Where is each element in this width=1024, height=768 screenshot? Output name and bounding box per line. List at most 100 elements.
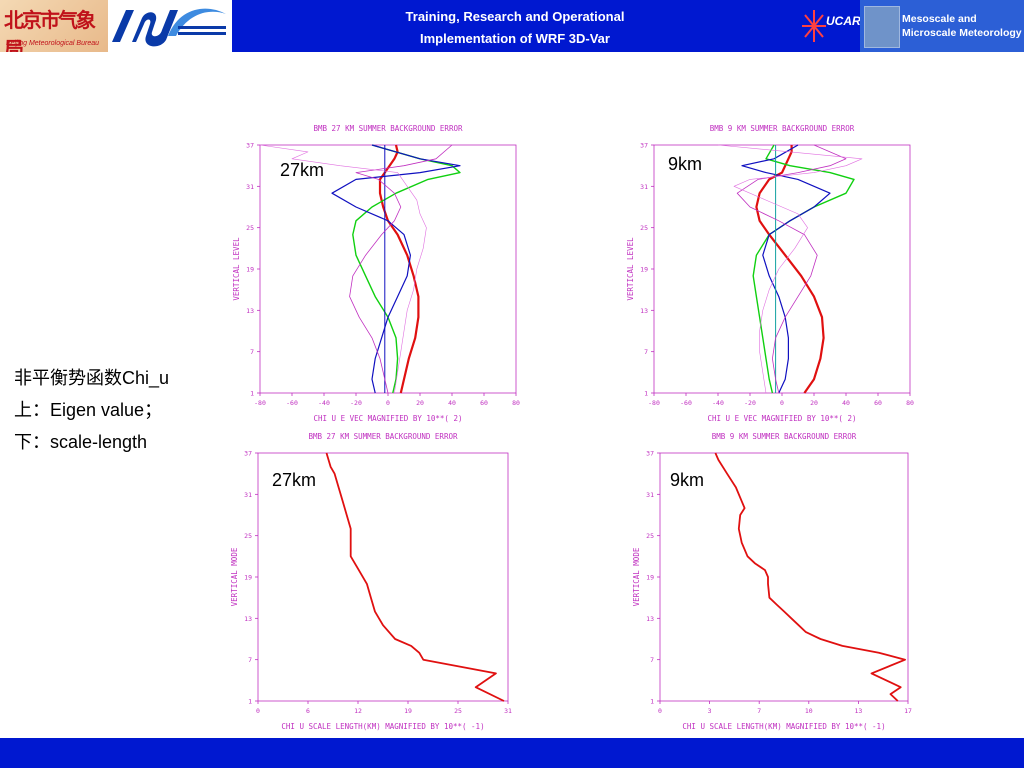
chart-eigenvector-27km: BMB 27 KM SUMMER BACKGROUND ERROR -80 -60 -… <box>232 124 520 423</box>
x-tick-label: -40 <box>712 399 724 407</box>
y-tick-label: 13 <box>244 615 252 623</box>
series-line-5 <box>736 144 847 394</box>
mmm-logo-line-1: Mesoscale and <box>902 13 977 25</box>
x-tick-label: -80 <box>254 399 266 407</box>
mmm-logo-text: Mesoscale and Microscale Meteorology <box>902 12 1022 40</box>
chart-title: BMB 9 KM SUMMER BACKGROUND ERROR <box>712 432 857 441</box>
caption-line-2: 上：Eigen value； <box>14 400 163 420</box>
iu-logo-graphic <box>112 8 226 47</box>
x-axis-label: CHI U SCALE LENGTH(KM) MAGNIFIED BY 10**… <box>682 722 885 731</box>
x-tick-label: 40 <box>448 399 456 407</box>
x-tick-label: 6 <box>306 707 310 715</box>
y-tick-label: 25 <box>646 532 654 540</box>
y-tick-label: 7 <box>250 348 254 356</box>
y-tick-label: 1 <box>644 390 648 398</box>
title-line-1: Training, Research and Operational <box>405 9 625 24</box>
series-line-6 <box>259 144 427 394</box>
y-tick-label: 19 <box>246 266 254 274</box>
y-tick-label: 37 <box>646 450 654 458</box>
series-line-1 <box>714 452 906 702</box>
series-line-5 <box>349 144 453 394</box>
y-tick-label: 31 <box>646 491 654 499</box>
mmm-logo: Mesoscale and Microscale Meteorology <box>860 0 1024 52</box>
side-caption: 非平衡势函数Chi_u 上：Eigen value； 下：scale-lengt… <box>14 362 169 458</box>
resolution-label: 27km <box>280 160 324 180</box>
caption-line-1: 非平衡势函数Chi_u <box>14 368 170 388</box>
y-axis-label: VERTICAL LEVEL <box>232 237 241 301</box>
x-tick-label: 10 <box>805 707 813 715</box>
chart-scale-length-27km: BMB 27 KM SUMMER BACKGROUND ERROR 0 6 12 19 2… <box>230 432 512 731</box>
x-tick-label: 0 <box>780 399 784 407</box>
x-tick-label: 80 <box>512 399 520 407</box>
x-tick-label: -20 <box>744 399 756 407</box>
plot-frame <box>659 452 909 702</box>
y-axis-label: VERTICAL LEVEL <box>626 237 635 301</box>
caption-line-3: 下：scale-length <box>14 432 148 452</box>
x-tick-label: -40 <box>318 399 330 407</box>
resolution-label: 9km <box>670 470 704 490</box>
y-tick-label: 37 <box>640 142 648 150</box>
y-tick-label: 1 <box>650 698 654 706</box>
iu-logo <box>108 0 232 52</box>
x-tick-label: 60 <box>874 399 882 407</box>
y-tick-label: 7 <box>650 656 654 664</box>
resolution-label: 27km <box>272 470 316 490</box>
slide-header: 北京市气象局 Beijing Meteorological Bureau Tra… <box>0 0 1024 52</box>
x-tick-label: -60 <box>680 399 692 407</box>
x-tick-label: 60 <box>480 399 488 407</box>
x-tick-label: -60 <box>286 399 298 407</box>
bottom-bar <box>0 738 1024 768</box>
y-tick-label: 25 <box>246 224 254 232</box>
series-line-1 <box>378 144 420 394</box>
y-tick-label: 37 <box>246 142 254 150</box>
ucar-logo: UCAR <box>798 0 861 52</box>
x-tick-label: 0 <box>256 707 260 715</box>
bmb-logo-cn: 北京市气象局 <box>4 8 96 52</box>
series-line-1 <box>325 452 505 702</box>
y-tick-label: 37 <box>244 450 252 458</box>
series-line-6 <box>717 144 863 394</box>
y-tick-label: 31 <box>246 183 254 191</box>
y-tick-label: 13 <box>246 307 254 315</box>
x-tick-label: 80 <box>906 399 914 407</box>
x-tick-label: -20 <box>350 399 362 407</box>
y-axis-label: VERTICAL MODE <box>230 547 239 606</box>
chart-title: BMB 27 KM SUMMER BACKGROUND ERROR <box>308 432 457 441</box>
series-line-2 <box>352 144 461 394</box>
ucar-logo-text: UCAR <box>826 14 861 28</box>
title-line-2: Implementation of WRF 3D-Var <box>420 31 610 46</box>
y-tick-label: 31 <box>244 491 252 499</box>
chart-eigenvector-9km: BMB 9 KM SUMMER BACKGROUND ERROR -80 -60 -4… <box>626 124 914 423</box>
y-tick-label: 7 <box>248 656 252 664</box>
chart-title: BMB 9 KM SUMMER BACKGROUND ERROR <box>710 124 855 133</box>
x-tick-label: 3 <box>708 707 712 715</box>
x-tick-label: 20 <box>416 399 424 407</box>
x-axis-label: CHI U E VEC MAGNIFIED BY 10**( 2) <box>313 414 462 423</box>
y-tick-label: 1 <box>248 698 252 706</box>
x-tick-label: 0 <box>658 707 662 715</box>
y-tick-label: 19 <box>640 266 648 274</box>
x-axis-label: CHI U SCALE LENGTH(KM) MAGNIFIED BY 10**… <box>281 722 484 731</box>
y-axis-label: VERTICAL MODE <box>632 547 641 606</box>
chart-title: BMB 27 KM SUMMER BACKGROUND ERROR <box>313 124 462 133</box>
x-tick-label: 40 <box>842 399 850 407</box>
y-tick-label: 25 <box>640 224 648 232</box>
bmb-logo-en: Beijing Meteorological Bureau <box>6 40 99 47</box>
plot-frame <box>257 452 509 702</box>
x-tick-label: 17 <box>904 707 912 715</box>
series-line-3 <box>331 144 461 394</box>
y-tick-label: 31 <box>640 183 648 191</box>
x-tick-label: -80 <box>648 399 660 407</box>
x-tick-label: 25 <box>454 707 462 715</box>
x-axis-label: CHI U E VEC MAGNIFIED BY 10**( 2) <box>707 414 856 423</box>
y-tick-label: 7 <box>644 348 648 356</box>
y-tick-label: 19 <box>244 574 252 582</box>
title-bar: Training, Research and Operational Imple… <box>232 0 798 52</box>
y-tick-label: 1 <box>250 390 254 398</box>
mmm-logo-line-2: Microscale Meteorology <box>902 27 1022 39</box>
mmm-logo-image <box>864 6 900 48</box>
x-tick-label: 7 <box>757 707 761 715</box>
plot-frame <box>259 144 517 394</box>
x-tick-label: 13 <box>854 707 862 715</box>
